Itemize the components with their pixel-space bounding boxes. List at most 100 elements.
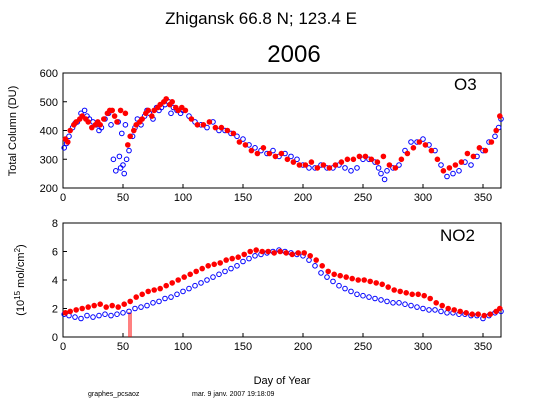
no2-pm-point bbox=[325, 268, 332, 275]
no2-am-point bbox=[120, 310, 126, 316]
o3-pm-point bbox=[145, 107, 151, 114]
no2-pm-point bbox=[497, 305, 503, 312]
no2-pm-point bbox=[235, 254, 241, 261]
no2-pm-point bbox=[67, 308, 73, 315]
no2-am-point bbox=[132, 305, 138, 312]
o3-panel: O3 Total Column (DU) 0 50 100 150 200 250 300 3… bbox=[7, 68, 504, 204]
o3-pm-point bbox=[332, 162, 339, 168]
o3-am-point bbox=[81, 107, 88, 114]
no2-pm-point bbox=[289, 251, 296, 258]
o3-pm-point bbox=[410, 145, 417, 151]
no2-am-point bbox=[108, 312, 114, 319]
x-axis-label: Day of Year bbox=[254, 375, 311, 387]
o3-am-point bbox=[234, 133, 240, 140]
no2-pm-point bbox=[283, 250, 290, 256]
no2-pm-point bbox=[427, 295, 434, 302]
no2-pm-point bbox=[445, 305, 452, 312]
no2-pm-point bbox=[265, 248, 272, 255]
o3-am-point bbox=[121, 170, 127, 177]
o3-pm-point bbox=[73, 119, 79, 125]
o3-am-point bbox=[113, 168, 119, 174]
o3-pm-point bbox=[236, 139, 243, 145]
no2-am-point bbox=[204, 277, 210, 283]
o3-pm-point bbox=[422, 142, 429, 148]
no2-pm-point bbox=[97, 301, 103, 308]
o3-pm-point bbox=[434, 156, 441, 163]
o3-plot-frame bbox=[62, 72, 502, 189]
o3-y-axis-label: Total Column (DU) bbox=[7, 86, 19, 176]
no2-am-point bbox=[222, 268, 228, 275]
o3-pm-point bbox=[109, 107, 115, 114]
no2-pm-point bbox=[163, 282, 169, 289]
no2-pm-point bbox=[217, 260, 223, 266]
no2-pm-point bbox=[415, 291, 422, 298]
no2-pm-point bbox=[277, 248, 284, 255]
no2-am-point bbox=[180, 288, 186, 295]
no2-am-point bbox=[438, 308, 444, 315]
o3-pm-point bbox=[169, 99, 175, 105]
no2-am-point bbox=[168, 294, 174, 300]
o3-y-tick-label: 600 bbox=[40, 68, 58, 80]
o3-pm-point bbox=[67, 127, 73, 134]
no2-am-point bbox=[114, 311, 120, 318]
o3-am-point bbox=[348, 168, 354, 174]
o3-pm-point bbox=[404, 150, 411, 157]
no2-ylabel-part-3: 2 bbox=[13, 247, 22, 252]
no2-am-point bbox=[324, 274, 330, 280]
o3-am-point bbox=[396, 162, 402, 168]
o3-am-point bbox=[306, 165, 312, 171]
no2-am-point bbox=[318, 270, 324, 276]
no2-x-tick-label: 50 bbox=[117, 341, 129, 353]
o3-pm-point bbox=[206, 119, 213, 125]
o3-pm-point bbox=[163, 96, 169, 102]
no2-pm-point bbox=[391, 287, 398, 293]
o3-pm-point bbox=[114, 119, 120, 125]
o3-pm-point bbox=[302, 162, 309, 168]
o3-pm-point bbox=[452, 162, 459, 168]
o3-pm-point bbox=[125, 142, 131, 148]
no2-x-tick-label: 300 bbox=[414, 341, 432, 353]
o3-am-point bbox=[168, 110, 174, 117]
o3-pm-point bbox=[497, 113, 503, 119]
no2-pm-point bbox=[145, 288, 151, 295]
o3-pm-point bbox=[272, 153, 279, 160]
o3-pm-point bbox=[175, 107, 181, 114]
o3-am-point bbox=[438, 162, 444, 168]
no2-am-point bbox=[210, 274, 216, 280]
no2-pm-point bbox=[211, 261, 217, 268]
no2-am-point bbox=[414, 304, 420, 310]
no2-y-tick-label: 6 bbox=[52, 247, 58, 259]
o3-pm-point bbox=[284, 156, 291, 163]
o3-x-tick-label: 50 bbox=[117, 192, 129, 204]
o3-am-point bbox=[61, 145, 67, 151]
no2-pm-point bbox=[127, 298, 133, 305]
o3-pm-point bbox=[386, 162, 393, 168]
no2-pm-point bbox=[103, 304, 109, 310]
no2-pm-point bbox=[121, 301, 127, 308]
o3-pm-point bbox=[242, 142, 249, 148]
no2-pm-point bbox=[481, 312, 488, 319]
o3-pm-point bbox=[230, 130, 237, 137]
o3-pm-point bbox=[356, 153, 363, 160]
o3-x-tick-label: 150 bbox=[234, 192, 252, 204]
o3-pm-point bbox=[320, 162, 327, 168]
o3-pm-point bbox=[458, 159, 465, 165]
no2-pm-point bbox=[397, 288, 404, 295]
o3-pm-point bbox=[248, 147, 255, 154]
no2-am-point bbox=[426, 307, 432, 313]
no2-am-point bbox=[138, 304, 144, 310]
o3-pm-point bbox=[493, 127, 500, 134]
o3-pm-point bbox=[392, 165, 399, 171]
no2-x-tick-label: 350 bbox=[474, 341, 492, 353]
no2-am-point bbox=[90, 314, 96, 320]
o3-pm-point bbox=[368, 156, 375, 163]
no2-am-point bbox=[360, 292, 366, 299]
no2-pm-point bbox=[349, 275, 356, 282]
no2-data-marks bbox=[61, 247, 504, 322]
o3-pm-point bbox=[398, 156, 405, 163]
o3-data-marks bbox=[61, 96, 504, 183]
o3-pm-point bbox=[440, 168, 447, 174]
o3-y-tick-label: 500 bbox=[40, 97, 58, 109]
o3-axis-ticks: 0 50 100 150 200 250 300 350 200 300 400 500 600 bbox=[40, 68, 493, 204]
no2-am-point bbox=[156, 298, 162, 305]
